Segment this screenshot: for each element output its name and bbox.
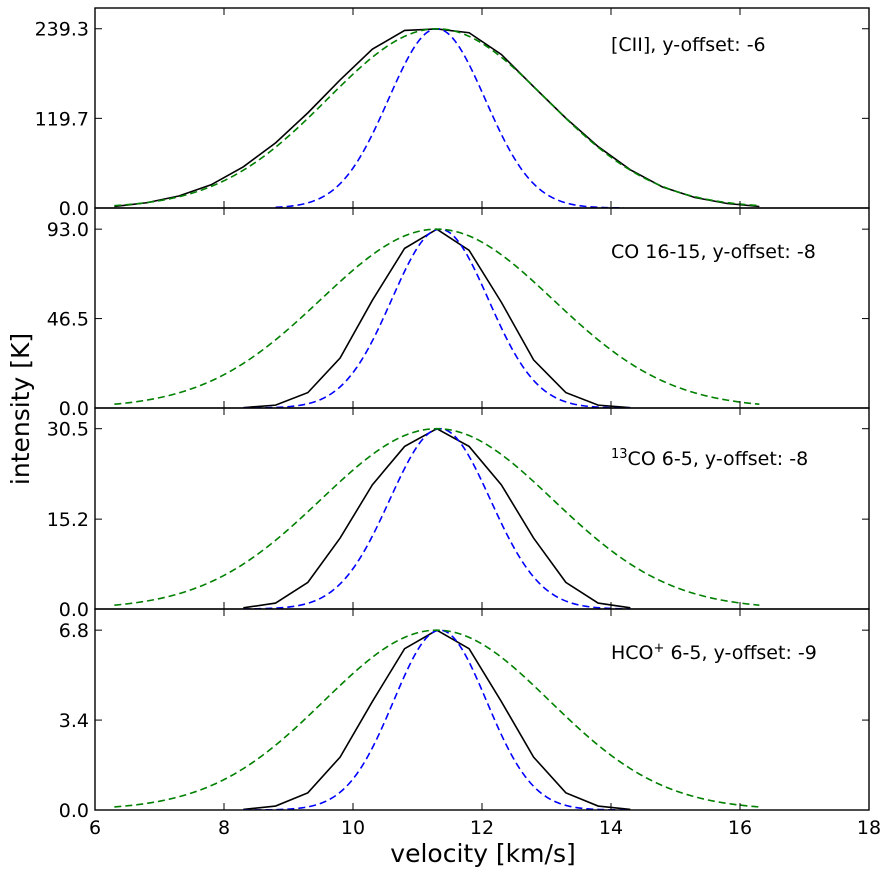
panel-frame <box>94 207 870 409</box>
y-tick-label: 93.0 <box>47 219 89 241</box>
y-tick-label: 0.0 <box>59 599 89 621</box>
y-tick-label: 30.5 <box>47 419 89 441</box>
x-tick-label: 14 <box>599 817 623 839</box>
annotation-part: 13 <box>611 447 628 462</box>
series-line-narrow-gaussian <box>243 427 631 609</box>
panel-2: 0.0 46.5 93.0 CO 16-15, y-offset: -8 <box>47 207 870 420</box>
x-axis-label: velocity [km/s] <box>390 839 575 868</box>
panel-frame <box>94 407 870 610</box>
y-tick-label: 119.7 <box>35 108 89 130</box>
panel-annotation: [CII], y-offset: -6 <box>611 34 766 56</box>
series-line-narrow-gaussian <box>243 228 631 408</box>
x-tick-label: 8 <box>218 817 230 839</box>
y-tick-label: 6.8 <box>59 620 89 642</box>
annotation-part: [CII], y-offset: -6 <box>611 34 766 56</box>
y-tick-label: 15.2 <box>47 509 89 531</box>
x-tick-label: 6 <box>89 817 101 839</box>
annotation-part: + <box>654 641 665 656</box>
panel-frame <box>94 608 870 811</box>
x-tick-label: 18 <box>857 817 881 839</box>
series-line-observed <box>243 629 631 810</box>
annotation-part: CO 6-5, y-offset: -8 <box>628 448 809 470</box>
x-tick-label: 12 <box>470 817 494 839</box>
y-tick-label: 239.3 <box>35 19 89 41</box>
panel-annotation: CO 16-15, y-offset: -8 <box>611 241 816 263</box>
series-group <box>114 629 760 810</box>
x-tick-label: 10 <box>341 817 365 839</box>
y-tick-label: 3.4 <box>59 710 89 732</box>
y-tick-label: 0.0 <box>59 800 89 822</box>
x-tick-label: 16 <box>728 817 752 839</box>
series-line-wide-gaussian <box>114 629 760 808</box>
annotation-part: CO 16-15, y-offset: -8 <box>611 241 816 263</box>
series-group <box>114 427 760 609</box>
annotation-part: 6-5, y-offset: -9 <box>664 642 816 664</box>
y-tick-label: 46.5 <box>47 309 89 331</box>
panel-4: 0.0 3.4 6.8 HCO+ 6-5, y-offset: -9 <box>59 608 870 822</box>
series-group <box>114 27 760 208</box>
panel-3: 0.0 15.2 30.5 13CO 6-5, y-offset: -8 <box>47 407 870 621</box>
panel-annotation: HCO+ 6-5, y-offset: -9 <box>611 641 817 665</box>
panel-annotation: 13CO 6-5, y-offset: -8 <box>611 447 808 471</box>
series-line-wide-gaussian <box>114 427 760 606</box>
y-tick-label: 0.0 <box>59 198 89 220</box>
panels: 0.0 119.7 239.3 [CII], y-offset: -6 0.0 46.5 9… <box>35 7 881 839</box>
series-group <box>114 228 760 408</box>
y-axis-label: intensity [K] <box>6 333 35 485</box>
series-line-wide-gaussian <box>114 27 760 207</box>
series-line-wide-gaussian <box>114 228 760 406</box>
annotation-part: HCO <box>611 642 654 664</box>
series-line-narrow-gaussian <box>243 629 631 810</box>
y-tick-label: 0.0 <box>59 398 89 420</box>
series-line-narrow-gaussian <box>275 27 624 208</box>
panel-1: 0.0 119.7 239.3 [CII], y-offset: -6 <box>35 7 870 220</box>
